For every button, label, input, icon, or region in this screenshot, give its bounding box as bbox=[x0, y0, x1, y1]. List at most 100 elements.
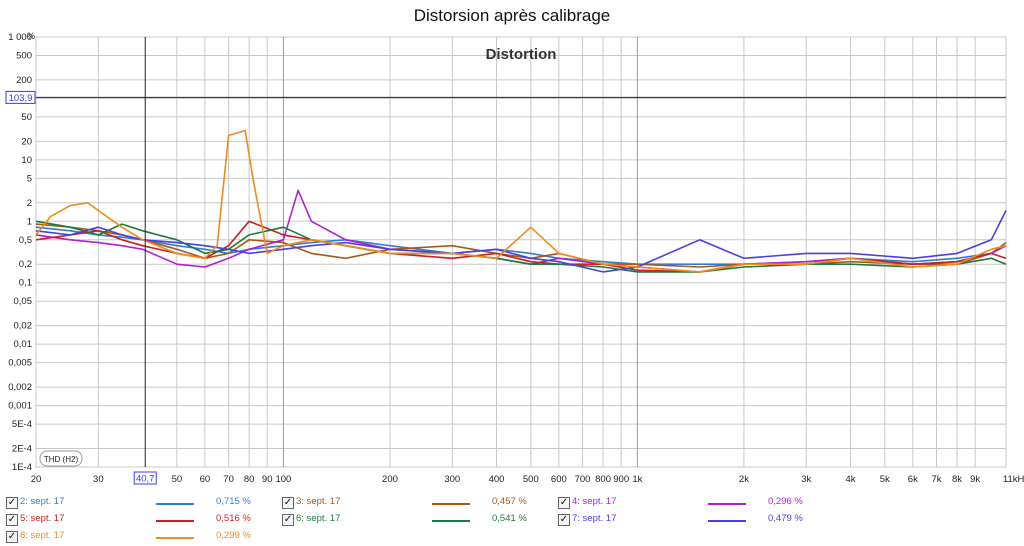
cursor-y-marker bbox=[5, 90, 36, 104]
cursor-x-value: 40,7 bbox=[136, 474, 155, 485]
legend-checkbox[interactable]: ✓ bbox=[6, 514, 18, 526]
y-tick-label: 1 bbox=[27, 216, 32, 227]
x-tick-label: 7k bbox=[931, 474, 941, 485]
legend-line-swatch bbox=[432, 520, 470, 522]
page-title: Distorsion après calibrage bbox=[413, 6, 611, 25]
y-tick-label: 0,1 bbox=[19, 278, 32, 289]
distortion-chart: 1 000 500 200 100 50 20 10 5 2 1 0,5 0,2 0,1 0,05 0,02… bbox=[5, 31, 1024, 485]
x-tick-label: 700 bbox=[575, 474, 591, 485]
legend-checkbox[interactable]: ✓ bbox=[282, 514, 294, 526]
legend-value: 0,715 % bbox=[216, 496, 251, 507]
y-tick-label: 10 bbox=[21, 155, 32, 166]
legend-checkbox[interactable]: ✓ bbox=[558, 497, 570, 509]
grid bbox=[35, 36, 1007, 468]
y-tick-label: 2E-4 bbox=[12, 444, 32, 455]
cursor[interactable]: 103,9 40,7 bbox=[5, 37, 1006, 485]
legend-line-swatch bbox=[708, 503, 746, 505]
series-line-2 bbox=[35, 223, 1007, 268]
legend-series-name: 6: sept. 17 bbox=[296, 513, 341, 524]
legend-series-name: 8: sept. 17 bbox=[20, 530, 65, 541]
x-tick-label: 60 bbox=[200, 474, 211, 485]
legend-checkbox[interactable]: ✓ bbox=[282, 497, 294, 509]
chart-title: Distortion bbox=[486, 46, 557, 63]
legend-value: 0,479 % bbox=[768, 513, 803, 524]
x-tick-label: 30 bbox=[93, 474, 104, 485]
x-tick-label: 200 bbox=[382, 474, 398, 485]
x-tick-label: 50 bbox=[172, 474, 183, 485]
y-tick-label: 1E-4 bbox=[12, 462, 32, 473]
y-tick-label: 0,002 bbox=[8, 382, 32, 393]
x-axis: 20 30 50 60 70 80 90 100 200 300 400 500 600 700 800 90… bbox=[31, 474, 1024, 485]
x-tick-label: 2k bbox=[739, 474, 749, 485]
x-tick-label: 800 bbox=[595, 474, 611, 485]
x-tick-label: 6k bbox=[908, 474, 918, 485]
cursor-y-value: 103,9 bbox=[9, 93, 33, 104]
y-tick-label: 50 bbox=[21, 112, 32, 123]
y-tick-label: 0,05 bbox=[14, 296, 33, 307]
x-tick-label: 80 bbox=[244, 474, 255, 485]
legend-series-name: 3: sept. 17 bbox=[296, 496, 341, 507]
x-tick-label: 1k bbox=[632, 474, 642, 485]
y-tick-label: 5 bbox=[27, 173, 32, 184]
legend-item[interactable]: ✓ 2: sept. 17 0,715 % bbox=[6, 496, 276, 512]
legend-series-name: 4: sept. 17 bbox=[572, 496, 617, 507]
series-line-7 bbox=[35, 129, 1007, 273]
legend-item[interactable]: ✓ 6: sept. 17 0,541 % bbox=[282, 513, 552, 529]
cursor-x-marker bbox=[133, 471, 157, 485]
x-tick-label: 4k bbox=[845, 474, 855, 485]
y-tick-label: 0,2 bbox=[19, 259, 32, 270]
legend-item[interactable]: ✓ 5: sept. 17 0,516 % bbox=[6, 513, 276, 529]
y-tick-label: 0,005 bbox=[8, 358, 32, 369]
x-tick-label: 90 bbox=[262, 474, 273, 485]
y-axis: 1 0005002001005020105210,50,20,10,050,02… bbox=[8, 32, 32, 473]
y-tick-label: 500 bbox=[16, 50, 32, 61]
x-tick-label: 5k bbox=[880, 474, 890, 485]
legend-checkbox[interactable]: ✓ bbox=[6, 497, 18, 509]
legend-item[interactable]: ✓ 4: sept. 17 0,296 % bbox=[558, 496, 828, 512]
legend-value: 0,457 % bbox=[492, 496, 527, 507]
series-group bbox=[35, 129, 1007, 273]
x-tick-label: 70 bbox=[223, 474, 234, 485]
x-tick-label: 8k bbox=[952, 474, 962, 485]
y-tick-label: 5E-4 bbox=[12, 419, 32, 430]
y-tick-label: 20 bbox=[21, 136, 32, 147]
legend-value: 0,299 % bbox=[216, 530, 251, 541]
y-tick-label: 1 000 bbox=[8, 32, 32, 43]
y-unit-label: % bbox=[27, 31, 35, 41]
thd-badge[interactable]: THD (H2) bbox=[39, 450, 83, 467]
legend-value: 0,296 % bbox=[768, 496, 803, 507]
legend-line-swatch bbox=[156, 503, 194, 505]
x-tick-label: 100 bbox=[275, 474, 291, 485]
legend-line-swatch bbox=[432, 503, 470, 505]
x-tick-label: 600 bbox=[551, 474, 567, 485]
x-tick-label: 9k bbox=[970, 474, 980, 485]
legend-item[interactable]: ✓ 3: sept. 17 0,457 % bbox=[282, 496, 552, 512]
legend-series-name: 5: sept. 17 bbox=[20, 513, 65, 524]
y-tick-label: 200 bbox=[16, 75, 32, 86]
y-tick-label: 0,5 bbox=[19, 235, 32, 246]
legend-series-name: 7: sept. 17 bbox=[572, 513, 617, 524]
x-tick-label: 300 bbox=[444, 474, 460, 485]
x-tick-label: 11kHz bbox=[1003, 474, 1024, 485]
y-tick-label: 0,02 bbox=[14, 321, 33, 332]
legend-value: 0,541 % bbox=[492, 513, 527, 524]
legend-value: 0,516 % bbox=[216, 513, 251, 524]
legend-line-swatch bbox=[156, 537, 194, 539]
legend-line-swatch bbox=[708, 520, 746, 522]
x-tick-label: 3k bbox=[801, 474, 811, 485]
legend-item[interactable]: ✓ 8: sept. 17 0,299 % bbox=[6, 530, 276, 546]
x-tick-label: 900 bbox=[613, 474, 629, 485]
x-tick-label: 20 bbox=[31, 474, 42, 485]
x-tick-label: 400 bbox=[489, 474, 505, 485]
legend-checkbox[interactable]: ✓ bbox=[558, 514, 570, 526]
y-tick-label: 0,01 bbox=[14, 339, 33, 350]
legend-item[interactable]: ✓ 7: sept. 17 0,479 % bbox=[558, 513, 828, 529]
legend-checkbox[interactable]: ✓ bbox=[6, 531, 18, 543]
legend-series-name: 2: sept. 17 bbox=[20, 496, 65, 507]
x-tick-label: 500 bbox=[523, 474, 539, 485]
y-tick-label: 0,001 bbox=[8, 401, 32, 412]
thd-badge-label: THD (H2) bbox=[44, 455, 79, 464]
legend: ✓ 2: sept. 17 0,715 % ✓ 3: sept. 17 0,457 % ✓ 4… bbox=[0, 493, 1024, 546]
legend-line-swatch bbox=[156, 520, 194, 522]
y-tick-label: 2 bbox=[27, 198, 32, 209]
